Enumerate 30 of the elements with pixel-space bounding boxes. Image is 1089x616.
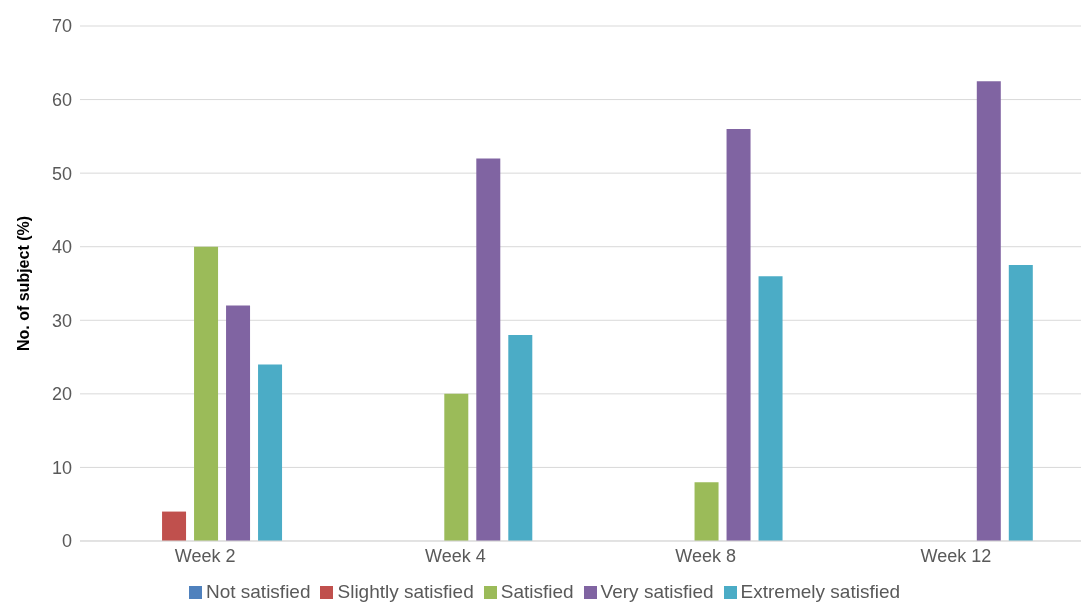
bar [976, 81, 1001, 541]
y-axis-title: No. of subject (%) [14, 215, 32, 352]
y-tick-label: 10 [51, 457, 72, 478]
bar [258, 364, 283, 541]
bar [476, 158, 501, 541]
bar [1008, 265, 1033, 541]
bar [444, 393, 469, 541]
y-tick-label: 20 [51, 384, 72, 405]
bar [694, 482, 719, 541]
legend-label: Satisfied [500, 581, 574, 602]
x-tick-label: Week 8 [675, 545, 736, 566]
y-tick-label: 40 [51, 237, 72, 258]
legend-label: Very satisfied [600, 581, 714, 602]
bar [194, 246, 219, 541]
bar [726, 129, 751, 541]
x-tick-label: Week 4 [425, 545, 486, 566]
y-tick-label: 0 [61, 531, 72, 552]
legend-label: Not satisfied [205, 581, 311, 602]
bar [508, 335, 533, 541]
y-tick-label: 70 [51, 16, 72, 37]
y-tick-label: 60 [51, 89, 72, 110]
x-tick-label: Week 2 [174, 545, 236, 566]
x-tick-label: Week 12 [920, 545, 992, 566]
bar [226, 305, 251, 541]
y-tick-label: 30 [51, 310, 72, 331]
bar [162, 511, 187, 541]
legend-label: Extremely satisfied [740, 581, 901, 602]
bar [758, 276, 783, 541]
legend-label: Slightly satisfied [337, 581, 474, 602]
y-tick-label: 50 [51, 163, 72, 184]
